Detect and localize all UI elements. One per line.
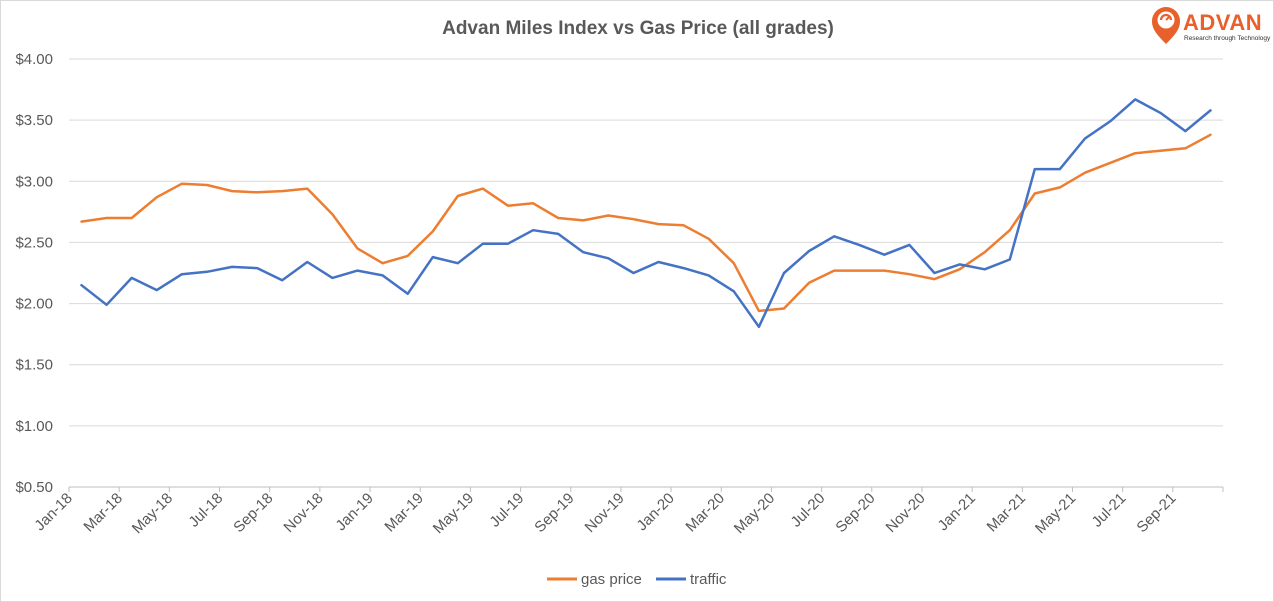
x-tick-label: Jul-20: [788, 490, 829, 531]
x-tick-label: Jul-19: [486, 490, 527, 531]
advan-logo: ADVAN Research through Technology: [1152, 7, 1271, 44]
x-tick-label: Nov-18: [280, 490, 326, 536]
series-lines: [80, 98, 1212, 329]
y-tick-label: $3.50: [15, 112, 53, 129]
x-axis: Jan-18 Mar-18 May-18 Jul-18 Sep-18 Nov-18 Jan-…: [31, 486, 1224, 537]
y-axis: $0.50 $1.00 $1.50 $2.00 $2.50 $3.00 $3.50 $4.00: [15, 51, 53, 496]
legend-label-gas-price: gas price: [581, 571, 642, 588]
series-line-gas-price: [80, 133, 1212, 313]
x-tick-label: Sep-20: [832, 490, 878, 536]
y-tick-label: $2.00: [15, 296, 53, 313]
x-tick-label: Mar-18: [80, 490, 126, 536]
chart-title: Advan Miles Index vs Gas Price (all grad…: [442, 18, 834, 39]
y-tick-label: $3.00: [15, 173, 53, 190]
x-tick-label: Nov-19: [582, 490, 628, 536]
y-tick-label: $1.50: [15, 357, 53, 374]
location-pin-icon: [1152, 7, 1180, 44]
x-tick-label: Sep-19: [531, 490, 577, 536]
x-tick-label: Jan-20: [633, 490, 677, 534]
x-tick-label: May-19: [430, 490, 477, 537]
y-tick-label: $0.50: [15, 479, 53, 496]
logo-brand-text: ADVAN: [1183, 10, 1262, 35]
y-tick-label: $4.00: [15, 51, 53, 68]
series-line-traffic: [80, 98, 1212, 329]
x-tick-label: May-20: [731, 490, 778, 537]
x-tick-label: Jan-18: [31, 490, 75, 534]
x-tick-label: Mar-21: [984, 490, 1030, 536]
x-tick-label: Sep-18: [230, 490, 276, 536]
legend: gas price traffic: [547, 571, 727, 588]
y-tick-label: $2.50: [15, 234, 53, 251]
y-tick-label: $1.00: [15, 418, 53, 435]
gridlines: [69, 58, 1223, 427]
x-tick-label: Jan-21: [934, 490, 978, 534]
x-tick-label: Nov-20: [883, 490, 929, 536]
x-tick-label: Jul-21: [1089, 490, 1130, 531]
x-tick-label: May-18: [129, 490, 176, 537]
legend-label-traffic: traffic: [690, 571, 727, 588]
x-tick-label: Jul-18: [185, 490, 226, 531]
x-tick-label: Jan-19: [332, 490, 376, 534]
x-tick-label: May-21: [1032, 490, 1079, 537]
x-tick-label: Mar-20: [682, 490, 728, 536]
logo-tagline: Research through Technology: [1184, 35, 1271, 42]
x-tick-label: Sep-21: [1133, 490, 1179, 536]
x-tick-label: Mar-19: [381, 490, 427, 536]
